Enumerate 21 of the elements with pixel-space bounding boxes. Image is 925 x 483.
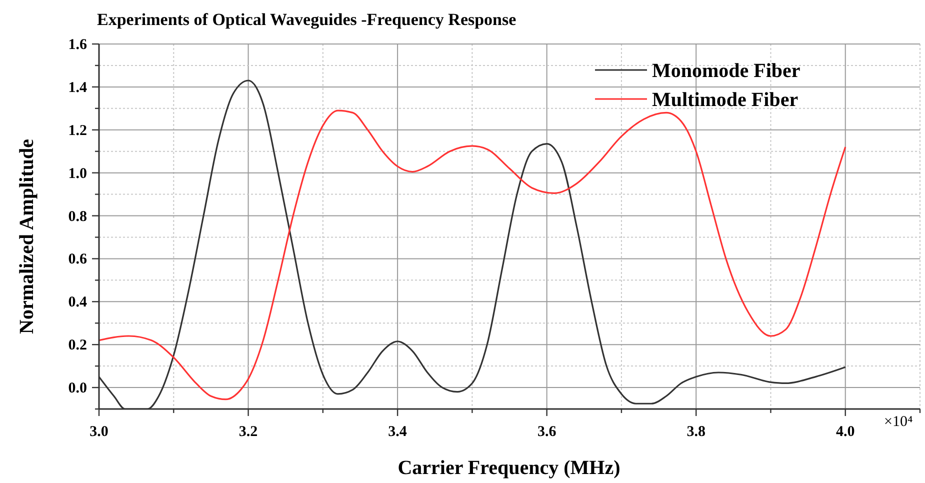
x-tick-label: 3.8: [686, 424, 706, 440]
text: ×10⁴: [884, 414, 913, 430]
y-tick-label: 0.0: [68, 380, 87, 397]
y-axis-title: Normalized Amplitude: [16, 138, 38, 334]
x-tick-label: 3.0: [90, 424, 108, 440]
chart-title: Experiments of Optical Waveguides -Frequency Response: [97, 10, 517, 29]
x-tick-label: 3.2: [238, 424, 258, 440]
y-tick-label: 0.4: [68, 294, 88, 311]
y-tick-label: 1.0: [68, 166, 87, 182]
y-tick-label: 1.6: [68, 37, 88, 53]
x-tick-label: 3.6: [537, 424, 557, 440]
legend-label: Multimode Fiber: [652, 89, 798, 111]
y-tick-label: 0.8: [68, 208, 87, 225]
x-tick-label: 3.4: [388, 424, 408, 440]
x-axis-title: Carrier Frequency (MHz): [398, 457, 620, 479]
x-tick-label: 4.0: [836, 424, 855, 440]
y-tick-label: 0.2: [68, 338, 87, 354]
legend-label: Monomode Fiber: [652, 60, 800, 82]
y-tick-label: 1.4: [68, 80, 88, 96]
y-tick-label: 1.2: [68, 122, 87, 139]
y-tick-label: 0.6: [68, 252, 88, 268]
